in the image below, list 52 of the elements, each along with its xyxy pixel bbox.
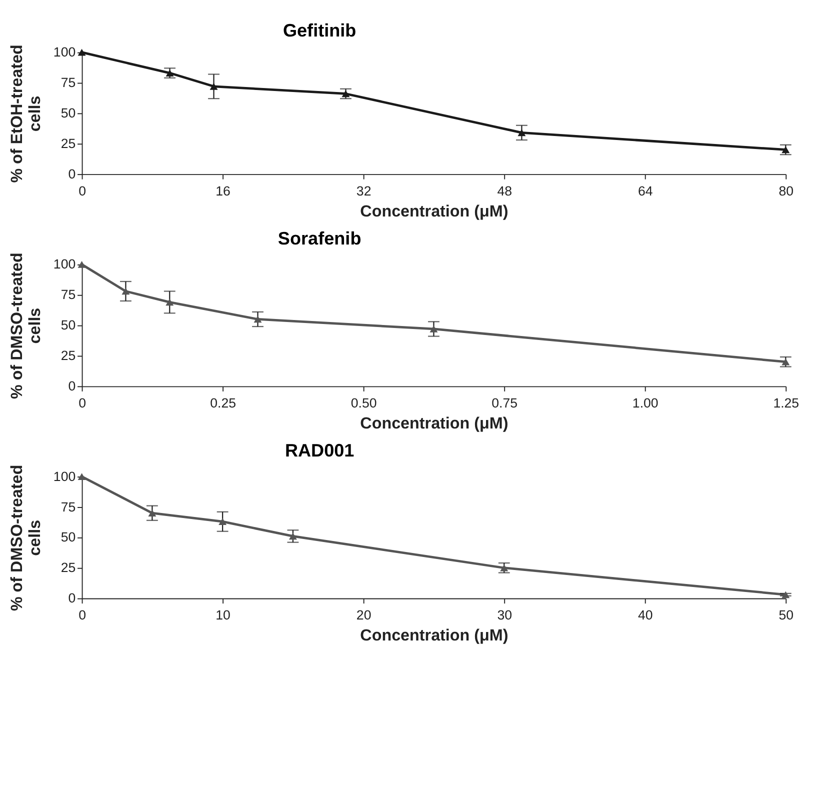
point [166, 298, 174, 306]
x-axis-title: Concentration (μM) [360, 626, 508, 645]
y-tick-label: 100 [53, 44, 76, 60]
x-tick-label: 50 [778, 608, 794, 623]
point [148, 510, 156, 517]
x-tick-label: 32 [356, 183, 372, 198]
point [782, 591, 790, 598]
y-tick-label: 75 [60, 287, 76, 302]
point [210, 82, 218, 90]
x-tick-label: 0.75 [492, 396, 518, 411]
x-tick-label: 0.50 [350, 396, 377, 411]
x-tick-label: 0 [78, 396, 86, 411]
y-axis-title: % of EtOH-treated cells [8, 44, 44, 183]
y-tick-label: 50 [60, 318, 76, 333]
y-tick-label: 100 [53, 468, 76, 484]
point [518, 129, 526, 136]
x-tick-label: 16 [216, 183, 230, 198]
point [122, 288, 130, 295]
x-tick-label: 20 [356, 608, 372, 623]
chart-title: RAD001 [284, 440, 354, 461]
y-tick-label: 0 [68, 166, 76, 182]
y-tick-label: 100 [53, 256, 76, 272]
y-tick-label: 0 [68, 590, 76, 606]
y-tick-label: 25 [60, 348, 76, 364]
y-tick-label: 50 [60, 530, 76, 545]
x-tick-label: 10 [216, 608, 230, 623]
x-axis-title: Concentration (μM) [360, 202, 508, 220]
x-tick-label: 0 [78, 608, 86, 623]
point [288, 532, 297, 540]
y-axis-title: % of DMSO-treated cells [8, 252, 44, 399]
chart-title: Gefitinib [282, 20, 356, 40]
y-tick-label: 75 [60, 75, 76, 90]
y-tick-label: 50 [60, 105, 76, 120]
point [218, 518, 227, 526]
x-axis-title: Concentration (μM) [360, 414, 508, 433]
x-tick-label: 30 [497, 608, 512, 623]
point [430, 326, 438, 332]
y-tick-label: 25 [60, 136, 76, 151]
x-tick-label: 1.25 [773, 396, 800, 411]
point [254, 316, 262, 323]
chart-title: Sorafenib [278, 228, 362, 248]
y-tick-label: 75 [60, 499, 76, 514]
x-tick-label: 0.25 [210, 396, 236, 411]
x-tick-label: 40 [638, 608, 653, 623]
x-tick-label: 64 [638, 183, 653, 198]
y-axis-title: % of DMSO-treated cells [8, 464, 44, 612]
x-tick-label: 80 [778, 183, 794, 198]
y-tick-label: 0 [68, 378, 76, 394]
x-tick-label: 0 [78, 183, 86, 198]
x-tick-label: 1.00 [632, 396, 658, 411]
y-tick-label: 25 [60, 560, 76, 576]
x-tick-label: 48 [497, 183, 512, 198]
